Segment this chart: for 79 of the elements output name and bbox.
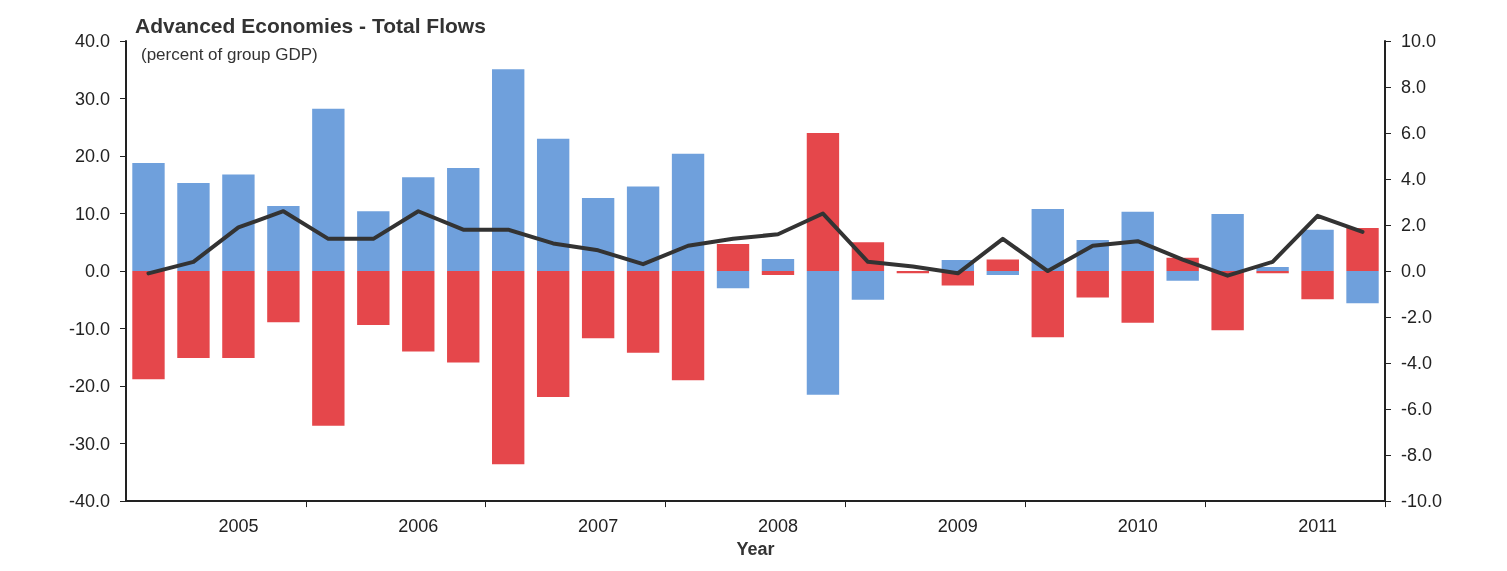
y-tick-label: 20.0 <box>74 146 110 167</box>
bar <box>581 198 615 272</box>
bar <box>312 271 345 426</box>
bar <box>267 206 300 272</box>
bar <box>402 177 435 272</box>
y-tick-label: 10.0 <box>74 203 110 224</box>
bar <box>986 271 1019 276</box>
bar <box>1346 271 1379 304</box>
chart-subtitle: (percent of group GDP) <box>141 45 318 64</box>
line-series <box>146 209 1365 278</box>
bar <box>761 271 795 276</box>
y-tick-label: 30.0 <box>74 88 110 109</box>
bar <box>132 271 165 380</box>
bar <box>1031 271 1064 338</box>
x-tick-label: 2006 <box>398 516 439 537</box>
bar <box>1031 208 1064 272</box>
bar <box>536 271 570 397</box>
y2-tick-label: 2.0 <box>1401 215 1427 236</box>
bar <box>1121 211 1154 272</box>
bar <box>222 174 255 272</box>
y2-tick-label: 8.0 <box>1401 77 1427 98</box>
bar <box>1166 271 1199 281</box>
bar <box>986 259 1019 272</box>
bar <box>761 258 795 272</box>
y2-tick-label: -4.0 <box>1401 353 1433 374</box>
bar <box>1211 214 1244 272</box>
y2-tick-label: -8.0 <box>1401 445 1433 466</box>
x-tick-label: 2008 <box>757 516 799 537</box>
x-tick-label: 2011 <box>1298 516 1337 537</box>
y-tick-label: -40.0 <box>68 491 110 512</box>
y2-tick-label: 0.0 <box>1401 261 1427 282</box>
bar <box>447 168 480 272</box>
x-tick-label: 2005 <box>218 516 259 537</box>
bar <box>671 153 705 272</box>
bar <box>1076 271 1109 298</box>
y2-tick-label: 10.0 <box>1401 31 1437 51</box>
bar <box>806 271 840 395</box>
y2-tick-label: 6.0 <box>1401 123 1427 144</box>
bar <box>581 271 615 339</box>
x-tick-label: 2007 <box>578 516 619 537</box>
bar <box>222 271 255 358</box>
x-axis-title: Year <box>736 539 775 559</box>
y2-tick-label: -10.0 <box>1401 491 1443 512</box>
bar <box>267 271 300 323</box>
bar <box>402 271 435 352</box>
bar <box>716 271 750 289</box>
bar <box>626 271 660 353</box>
x-tick-label: 2009 <box>937 516 978 537</box>
bar <box>177 271 210 358</box>
y-tick-label: -10.0 <box>68 318 110 339</box>
bar <box>312 108 345 272</box>
y2-tick-label: -2.0 <box>1401 307 1433 328</box>
chart-title: Advanced Economies - Total Flows <box>135 14 486 37</box>
bar <box>447 271 480 363</box>
y2-tick-label: -6.0 <box>1401 399 1433 420</box>
bar <box>1301 229 1334 272</box>
bar <box>357 271 390 326</box>
bar <box>1301 271 1334 300</box>
bar <box>492 69 525 272</box>
bar <box>1211 271 1244 331</box>
bar <box>132 162 165 272</box>
y-tick-label: 0.0 <box>84 261 110 282</box>
bar <box>1121 271 1154 323</box>
bar <box>1346 227 1379 272</box>
bar <box>492 271 525 465</box>
y-tick-label: -20.0 <box>68 376 110 397</box>
y-tick-label: -30.0 <box>68 433 110 454</box>
y2-tick-label: 4.0 <box>1401 169 1427 190</box>
bar <box>357 211 390 272</box>
bar <box>806 133 840 272</box>
bar <box>626 186 660 272</box>
bar <box>671 271 705 381</box>
x-tick-label: 2010 <box>1117 516 1158 537</box>
y-tick-label: 40.0 <box>74 31 110 51</box>
bar <box>716 244 750 272</box>
bar <box>1256 267 1289 272</box>
bar <box>177 183 210 272</box>
bar <box>851 271 885 300</box>
bar <box>536 138 570 272</box>
